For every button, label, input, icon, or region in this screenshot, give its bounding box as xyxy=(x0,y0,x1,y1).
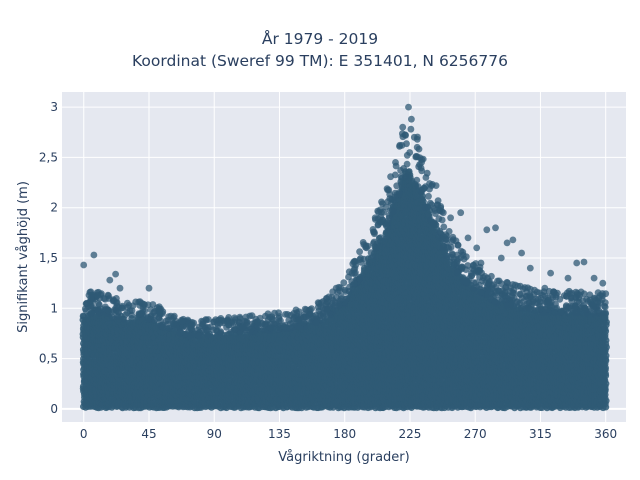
chart-subtitle: Koordinat (Sweref 99 TM): E 351401, N 62… xyxy=(132,52,508,70)
data-points xyxy=(79,103,610,412)
chart-title-block: År 1979 - 2019 Koordinat (Sweref 99 TM):… xyxy=(0,28,640,72)
chart-title: År 1979 - 2019 xyxy=(261,30,379,48)
